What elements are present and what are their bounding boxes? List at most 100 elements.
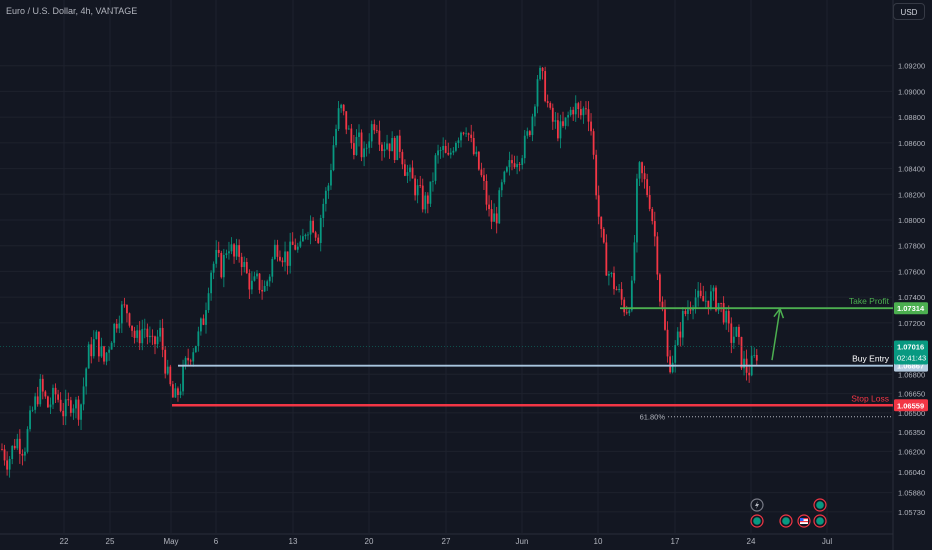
candle-body (187, 357, 190, 361)
candle-body (495, 213, 498, 224)
candle-body (108, 349, 110, 353)
candle-body (681, 310, 684, 338)
candle-body (327, 185, 330, 191)
candle-body (314, 232, 317, 238)
y-tick-label: 1.08400 (898, 165, 925, 174)
candle-body (284, 251, 286, 263)
candle-body (75, 399, 77, 409)
candle-body (421, 185, 424, 210)
candle-body (256, 273, 258, 277)
candle-body (429, 181, 432, 204)
time-axis[interactable]: 22 25 May 6 13 20 27 Jun 10 17 24 Jul (60, 537, 833, 546)
y-tick-label: 1.06800 (898, 370, 925, 379)
x-tick-label: 13 (289, 537, 298, 546)
candle-body (462, 132, 465, 134)
candle-body (676, 331, 679, 346)
candle-body (77, 399, 80, 420)
candle-body (146, 328, 149, 338)
candle-body (666, 329, 669, 357)
candle-body (541, 67, 544, 72)
eur-event-icon[interactable] (779, 514, 793, 528)
candle-body (472, 137, 475, 155)
candle-body (64, 399, 67, 417)
candle-body (404, 164, 406, 176)
price-axis[interactable]: 1.09200 1.09000 1.08800 1.08600 1.08400 1.082… (894, 62, 928, 517)
candle-body (620, 289, 623, 300)
candle-body (151, 335, 154, 337)
eur-event-icon[interactable] (750, 514, 764, 528)
candle-body (31, 409, 34, 411)
candle-body (161, 327, 164, 350)
candle-body (126, 304, 128, 314)
y-tick-label: 1.05730 (898, 508, 925, 517)
candle-body (225, 253, 228, 255)
candle-body (378, 130, 381, 145)
candle-body (434, 155, 437, 181)
lightning-event-icon[interactable] (750, 498, 764, 512)
candle-body (202, 318, 205, 325)
candle-body (597, 195, 600, 217)
candle-body (755, 355, 758, 361)
candle-body (689, 309, 692, 311)
candle-body (704, 300, 707, 302)
candle-body (355, 136, 358, 155)
candle-body (171, 384, 174, 398)
candle-body (546, 101, 549, 103)
candle-body (712, 287, 715, 292)
candle-body (470, 134, 473, 138)
candle-body (608, 274, 610, 276)
candle-body (57, 394, 59, 400)
candle-body (480, 169, 483, 176)
candle-body (500, 182, 503, 191)
candle-body (128, 313, 131, 326)
candle-body (205, 310, 207, 325)
candle-body (386, 143, 388, 150)
candle-body (449, 152, 452, 155)
event-markers[interactable] (750, 498, 827, 528)
candle-body (592, 131, 595, 155)
level-label-stop-loss: Stop Loss (851, 393, 889, 403)
level-price-tag (894, 399, 928, 412)
y-tick-label: 1.08200 (898, 190, 925, 199)
candle-body (424, 195, 427, 210)
candle-body (309, 220, 312, 235)
candle-body (664, 309, 666, 330)
candle-body (720, 302, 722, 304)
candle-body (595, 154, 598, 196)
candle-body (585, 108, 587, 110)
candle-body (138, 330, 141, 344)
candle-body (401, 151, 404, 165)
candle-body (536, 79, 539, 107)
candle-body (291, 241, 294, 245)
candle-body (743, 358, 745, 369)
candle-body (164, 349, 167, 374)
candle-body (577, 103, 580, 110)
candle-body (59, 399, 62, 411)
y-tick-label: 1.06200 (898, 447, 925, 456)
candle-body (651, 208, 654, 222)
candle-body (600, 216, 603, 229)
candle-body (113, 323, 116, 343)
earnings-event-icon[interactable] (813, 498, 827, 512)
x-tick-label: May (163, 537, 178, 546)
candle-body (220, 252, 223, 278)
target-arrow-head (773, 307, 785, 319)
candle-body (353, 143, 355, 155)
candle-body (133, 330, 136, 338)
candle-body (656, 236, 659, 275)
candle-body (243, 261, 246, 268)
candle-body (493, 213, 496, 222)
candle-body (477, 151, 480, 170)
y-tick-label: 1.07200 (898, 319, 925, 328)
candle-body (735, 326, 738, 337)
us-flag-event-icon[interactable] (797, 514, 811, 528)
candle-body (363, 148, 365, 158)
candle-body (238, 245, 241, 257)
candle-body (184, 357, 187, 366)
level-label-buy-entry: Buy Entry (852, 354, 890, 364)
candle-body (90, 344, 93, 357)
eur-event-icon[interactable] (813, 514, 827, 528)
candle-body (174, 388, 177, 398)
candle-body (710, 291, 712, 309)
